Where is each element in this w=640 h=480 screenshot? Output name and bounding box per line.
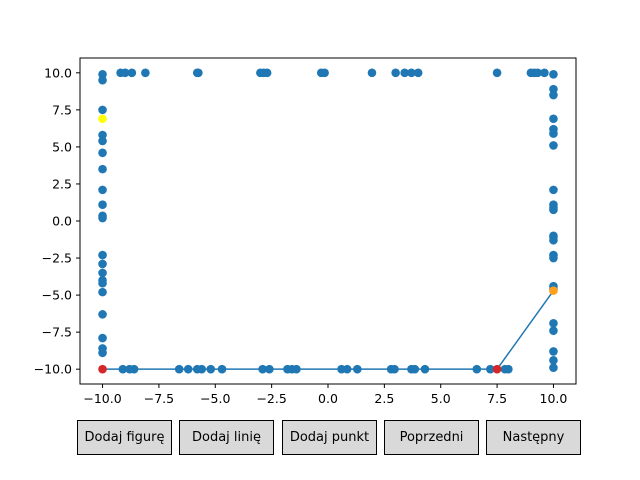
data-point[interactable] [492, 68, 502, 78]
x-tick-label: −10.0 [83, 391, 121, 406]
data-point[interactable] [174, 364, 184, 374]
data-point[interactable] [420, 364, 430, 374]
data-point[interactable] [98, 148, 107, 158]
data-point[interactable] [183, 364, 193, 374]
data-point[interactable] [407, 68, 416, 78]
data-point[interactable] [549, 185, 558, 195]
data-point[interactable] [549, 355, 558, 365]
add-line-button[interactable]: Dodaj linię [179, 420, 274, 455]
data-point[interactable] [472, 364, 482, 374]
data-point[interactable] [413, 68, 423, 78]
data-point[interactable] [262, 68, 272, 78]
data-layer [98, 68, 558, 374]
data-point[interactable] [390, 364, 399, 374]
data-point[interactable] [98, 333, 107, 343]
data-point[interactable] [549, 347, 558, 356]
y-tick-label: −5.0 [42, 288, 72, 303]
polyline-segment [102, 290, 555, 370]
data-point[interactable] [98, 105, 107, 115]
data-point[interactable] [549, 70, 558, 79]
data-point[interactable] [292, 364, 301, 374]
data-point[interactable] [533, 68, 542, 78]
data-point[interactable] [98, 136, 107, 146]
data-point[interactable] [367, 68, 377, 78]
data-point[interactable] [197, 364, 207, 374]
data-point[interactable] [98, 130, 107, 140]
data-point[interactable] [120, 68, 130, 78]
line-vertex-point [492, 364, 502, 374]
y-tick-label: 7.5 [52, 102, 72, 117]
add-point-button[interactable]: Dodaj punkt [282, 420, 377, 455]
x-tick-label: −2.5 [256, 391, 286, 406]
data-point[interactable] [98, 70, 107, 79]
data-point[interactable] [141, 68, 150, 78]
data-point[interactable] [98, 185, 107, 195]
data-point[interactable] [98, 250, 107, 260]
data-point[interactable] [549, 253, 558, 263]
data-point[interactable] [265, 364, 274, 374]
data-point[interactable] [98, 268, 107, 278]
data-point[interactable] [217, 364, 227, 374]
data-point[interactable] [549, 141, 558, 150]
add-figure-button[interactable]: Dodaj figurę [77, 420, 172, 455]
data-point[interactable] [98, 348, 107, 358]
data-point[interactable] [320, 68, 329, 78]
data-point[interactable] [98, 310, 107, 319]
y-tick-label: −2.5 [42, 251, 72, 266]
line-vertex-point [98, 364, 107, 374]
data-point[interactable] [353, 364, 362, 374]
y-tick-label: 0.0 [52, 214, 72, 229]
data-point[interactable] [98, 213, 107, 223]
next-button[interactable]: Następny [486, 420, 581, 455]
data-point[interactable] [549, 318, 558, 328]
data-point[interactable] [391, 68, 400, 78]
x-tick-label: 2.5 [374, 391, 394, 406]
scatter-plot[interactable]: −10.0 −7.5 −5.0 −2.5 0.0 2.5 5.0 7.5 10.0 10.0 7.5… [0, 0, 640, 420]
x-tick-label: −7.5 [144, 391, 174, 406]
plot-frame [79, 57, 577, 385]
data-point[interactable] [540, 68, 549, 78]
data-point[interactable] [98, 200, 107, 209]
data-point[interactable] [129, 364, 139, 374]
data-point[interactable] [258, 364, 267, 374]
data-point[interactable] [549, 205, 558, 215]
data-point[interactable] [549, 235, 558, 245]
data-point[interactable] [206, 364, 216, 374]
data-point[interactable] [549, 90, 558, 100]
data-point[interactable] [410, 364, 420, 374]
axes-layer: −10.0 −7.5 −5.0 −2.5 0.0 2.5 5.0 7.5 10.0 10.0 7.5… [34, 65, 568, 406]
highlighted-point [98, 114, 107, 124]
x-tick-label: 0.0 [318, 391, 338, 406]
y-tick-label: −7.5 [42, 325, 72, 340]
data-point[interactable] [342, 364, 352, 374]
data-point[interactable] [549, 84, 558, 94]
data-point[interactable] [98, 259, 107, 269]
data-point[interactable] [549, 114, 558, 124]
y-tick-label: 10.0 [44, 65, 72, 80]
x-tick-label: −5.0 [200, 391, 230, 406]
data-point[interactable] [549, 363, 558, 373]
x-tick-label: 7.5 [487, 391, 507, 406]
data-point[interactable] [194, 68, 203, 78]
x-tick-label: 5.0 [431, 391, 451, 406]
data-point[interactable] [98, 287, 107, 297]
data-point[interactable] [98, 164, 107, 174]
data-point[interactable] [549, 129, 558, 138]
y-tick-label: −10.0 [34, 362, 72, 377]
data-point[interactable] [98, 278, 107, 288]
y-tick-label: 5.0 [52, 139, 72, 154]
data-point[interactable] [504, 364, 513, 374]
y-tick-label: 2.5 [52, 176, 72, 191]
x-tick-label: 10.0 [540, 391, 568, 406]
data-point[interactable] [118, 364, 128, 374]
previous-button[interactable]: Poprzedni [384, 420, 479, 455]
data-point[interactable] [549, 326, 558, 335]
current-point [549, 286, 558, 295]
data-point[interactable] [400, 68, 409, 78]
data-point[interactable] [98, 75, 107, 85]
data-point[interactable] [486, 364, 495, 374]
data-point[interactable] [127, 68, 137, 78]
